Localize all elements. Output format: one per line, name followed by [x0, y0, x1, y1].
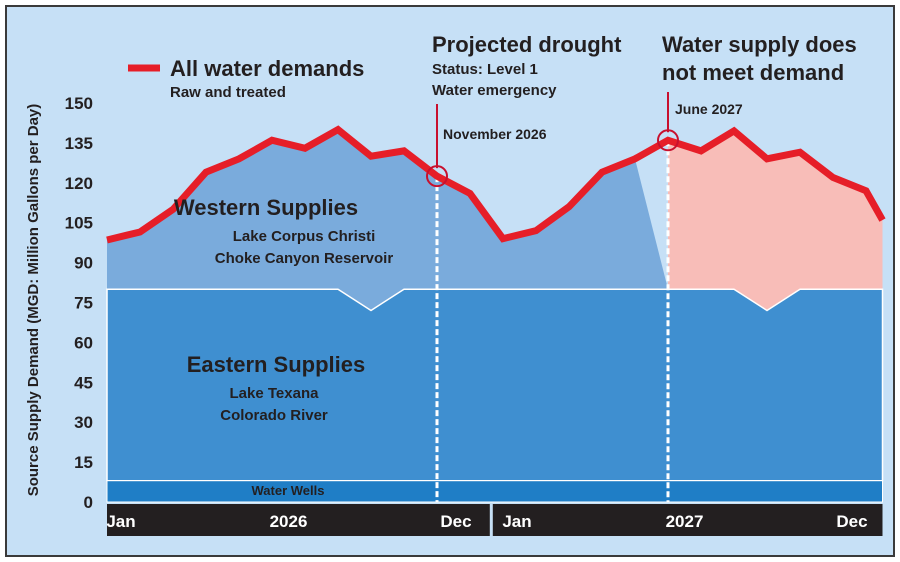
western-supplies-label: Western Supplies: [174, 195, 358, 220]
x-tick-label: Jan: [502, 512, 531, 531]
water-wells-area: [106, 480, 883, 503]
drought-line-1: Status: Level 1: [432, 61, 538, 78]
y-tick-label: 30: [74, 413, 93, 432]
eastern-source-1: Lake Texana: [230, 385, 320, 402]
y-tick-label: 135: [65, 134, 93, 153]
x-axis-band-2026: [107, 504, 490, 536]
y-tick-label: 105: [65, 214, 93, 233]
x-tick-label: Jan: [106, 512, 135, 531]
eastern-supplies-label: Eastern Supplies: [187, 352, 366, 377]
drought-line-2: Water emergency: [432, 82, 557, 99]
y-tick-label: 15: [74, 453, 93, 472]
annotation-marker: [426, 165, 448, 188]
y-axis-label: Source Supply Demand (MGD: Million Gallo…: [25, 104, 42, 497]
shortfall-date-label: June 2027: [675, 101, 743, 117]
y-tick-label: 75: [74, 294, 93, 313]
legend-sublabel: Raw and treated: [170, 84, 286, 101]
eastern-supplies-area: [106, 288, 884, 482]
x-tick-label: 2027: [666, 512, 704, 531]
legend-label: All water demands: [170, 56, 364, 81]
y-tick-label: 60: [74, 333, 93, 352]
y-tick-label: 45: [74, 373, 93, 392]
x-tick-label: Dec: [440, 512, 471, 531]
demand-line: [106, 125, 886, 244]
water-wells-label: Water Wells: [252, 483, 325, 498]
y-tick-label: 90: [74, 254, 93, 273]
y-tick-label: 150: [65, 94, 93, 113]
x-axis-band-2027: [492, 504, 883, 536]
drought-title: Projected drought: [432, 32, 622, 57]
western-source-1: Lake Corpus Christi: [233, 228, 376, 245]
drought-date-label: November 2026: [443, 126, 547, 142]
x-tick-label: Dec: [836, 512, 867, 531]
y-tick-label: 0: [84, 493, 93, 512]
eastern-source-2: Colorado River: [220, 407, 328, 424]
y-tick-label: 120: [65, 174, 93, 193]
shortfall-line-1: not meet demand: [662, 60, 844, 85]
annotation-marker: [657, 129, 679, 152]
western-source-2: Choke Canyon Reservoir: [215, 250, 394, 267]
x-tick-label: 2026: [270, 512, 308, 531]
western-supplies-area: [107, 129, 668, 311]
shortfall-title: Water supply does: [662, 32, 857, 57]
